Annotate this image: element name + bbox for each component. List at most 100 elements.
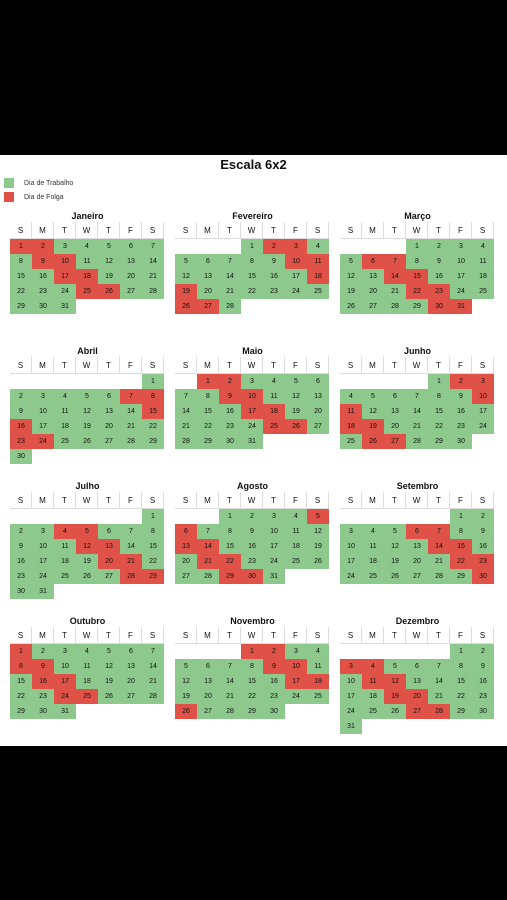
month-junho: Junho S M T W T F S 1 2 3 4 5 6 7 8 9 10 11 12 13 14 15 16 17 18 1… [340, 345, 495, 449]
day-cell-off: 20 [406, 689, 428, 704]
day-cell-work: 21 [406, 419, 428, 434]
day-cell-work: 12 [175, 674, 197, 689]
day-cell-work: 27 [120, 284, 142, 299]
day-cell-work: 23 [241, 554, 263, 569]
weekday-header: T [219, 222, 241, 239]
day-cell-work: 7 [219, 659, 241, 674]
month-name: Julho [75, 481, 100, 491]
day-cell-work: 21 [219, 284, 241, 299]
day-cell-work: 8 [450, 659, 472, 674]
empty-cell [428, 644, 450, 659]
day-cell-work: 1 [450, 509, 472, 524]
day-cell-work: 29 [197, 434, 219, 449]
day-cell-work: 13 [406, 539, 428, 554]
day-cell-work: 25 [307, 689, 329, 704]
day-cell-off: 17 [241, 404, 263, 419]
weekday-header: T [428, 627, 450, 644]
day-cell-work: 14 [406, 404, 428, 419]
weekday-header: S [472, 627, 494, 644]
weekday-header: W [406, 627, 428, 644]
empty-cell [384, 374, 406, 389]
weekday-header: T [263, 222, 285, 239]
day-cell-work: 26 [98, 689, 120, 704]
month-outubro: Outubro S M T W T F S 1 2 3 4 5 6 7 8 9 10 11 12 13 14 15 16 17 1… [10, 615, 165, 719]
month-name: Fevereiro [232, 211, 273, 221]
weekday-header: S [340, 492, 362, 509]
day-cell-work: 15 [241, 674, 263, 689]
day-cell-work: 4 [76, 644, 98, 659]
day-cell-work: 31 [263, 569, 285, 584]
day-cell-work: 7 [175, 389, 197, 404]
weekday-header: T [54, 357, 76, 374]
weekday-header: F [120, 627, 142, 644]
day-cell-work: 15 [219, 539, 241, 554]
empty-cell [175, 509, 197, 524]
weekday-header: S [10, 492, 32, 509]
day-cell-work: 26 [307, 554, 329, 569]
day-cell-work: 21 [175, 419, 197, 434]
weekday-header: M [32, 492, 54, 509]
day-cell-off: 28 [120, 569, 142, 584]
weekday-header: W [76, 492, 98, 509]
day-cell-work: 3 [340, 524, 362, 539]
day-cell-work: 20 [98, 419, 120, 434]
day-cell-off: 29 [219, 569, 241, 584]
day-cell-work: 24 [340, 704, 362, 719]
empty-cell [384, 644, 406, 659]
day-cell-off: 5 [307, 509, 329, 524]
day-cell-work: 23 [32, 284, 54, 299]
weekday-header: M [197, 627, 219, 644]
month-grid: S M T W T F S 1 2 3 4 5 6 7 8 9 10 11 12 13 14 15 16 17 18 19 20 21… [175, 627, 330, 719]
day-cell-work: 22 [241, 284, 263, 299]
day-cell-work: 28 [219, 299, 241, 314]
day-cell-work: 12 [76, 404, 98, 419]
day-cell-work: 10 [340, 539, 362, 554]
weekday-header: S [10, 222, 32, 239]
empty-cell [406, 509, 428, 524]
day-cell-work: 1 [219, 509, 241, 524]
day-cell-work: 20 [406, 554, 428, 569]
day-cell-work: 21 [120, 419, 142, 434]
month-name: Janeiro [71, 211, 104, 221]
month-fevereiro: Fevereiro S M T W T F S 1 2 3 4 5 6 7 8 9 10 11 12 13 14 15 16 1… [175, 210, 330, 314]
day-cell-off: 10 [285, 659, 307, 674]
day-cell-work: 26 [384, 569, 406, 584]
month-name: Dezembro [395, 616, 440, 626]
month-grid: S M T W T F S 1 2 3 4 5 6 7 8 9 10 11 12 13 14 15 16 17 18 19 20 21… [340, 222, 495, 314]
day-cell-work: 28 [219, 704, 241, 719]
day-cell-work: 16 [219, 404, 241, 419]
weekday-header: W [241, 627, 263, 644]
empty-cell [340, 239, 362, 254]
day-cell-work: 9 [10, 404, 32, 419]
day-cell-work: 14 [142, 254, 164, 269]
day-cell-work: 26 [76, 434, 98, 449]
day-cell-work: 22 [142, 554, 164, 569]
day-cell-off: 18 [76, 269, 98, 284]
weekday-header: T [98, 222, 120, 239]
day-cell-work: 13 [307, 389, 329, 404]
day-cell-work: 12 [98, 254, 120, 269]
day-cell-work: 30 [472, 704, 494, 719]
day-cell-off: 2 [450, 374, 472, 389]
day-cell-work: 26 [76, 569, 98, 584]
day-cell-work: 8 [406, 254, 428, 269]
day-cell-work: 18 [76, 674, 98, 689]
day-cell-off: 8 [142, 389, 164, 404]
day-cell-work: 16 [472, 539, 494, 554]
day-cell-work: 17 [340, 554, 362, 569]
legend: Dia de Trabalho Dia de Folga [4, 176, 73, 204]
weekday-header: M [197, 492, 219, 509]
day-cell-work: 12 [285, 389, 307, 404]
weekday-header: F [120, 357, 142, 374]
empty-cell [219, 644, 241, 659]
day-cell-off: 13 [98, 539, 120, 554]
day-cell-off: 10 [285, 254, 307, 269]
day-cell-work: 5 [340, 254, 362, 269]
month-abril: Abril S M T W T F S 1 2 3 4 5 6 7 8 9 10 11 12 13 14 15 16 17 18 1… [10, 345, 165, 464]
day-cell-off: 22 [219, 554, 241, 569]
weekday-header: F [285, 357, 307, 374]
day-cell-off: 3 [340, 659, 362, 674]
day-cell-off: 19 [384, 689, 406, 704]
day-cell-work: 17 [32, 554, 54, 569]
day-cell-work: 21 [219, 689, 241, 704]
